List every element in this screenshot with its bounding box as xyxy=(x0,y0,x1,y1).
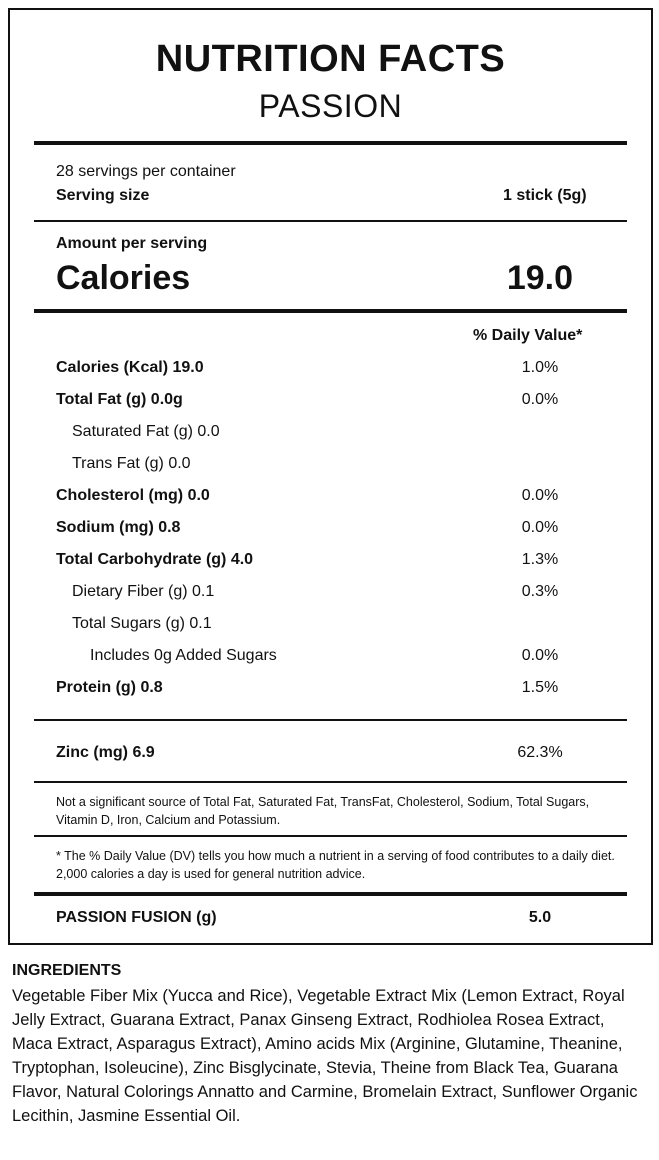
not-significant-note: Not a significant source of Total Fat, S… xyxy=(56,795,590,827)
nutrient-label: Includes 0g Added Sugars xyxy=(90,647,277,664)
serving-size-label: Serving size xyxy=(56,187,150,204)
fusion-value: 5.0 xyxy=(528,909,552,926)
nutrient-label: Sodium (mg) 0.8 xyxy=(56,519,181,536)
nutrient-label: Dietary Fiber (g) 0.1 xyxy=(72,583,215,600)
daily-value-footnote: * The % Daily Value (DV) tells you how m… xyxy=(56,849,615,881)
panel-title: NUTRITION FACTS xyxy=(155,38,506,80)
nutrient-label: Trans Fat (g) 0.0 xyxy=(72,455,191,472)
fusion-label: PASSION FUSION (g) xyxy=(56,909,217,926)
divider-thick xyxy=(34,309,627,313)
nutrient-dv: 0.0% xyxy=(521,391,559,408)
zinc-dv: 62.3% xyxy=(517,744,563,761)
servings-per-container: 28 servings per container xyxy=(56,163,236,180)
nutrient-dv: 0.0% xyxy=(521,487,559,504)
calories-label: Calories xyxy=(56,259,191,297)
nutrient-dv: 1.0% xyxy=(521,359,559,376)
nutrient-label: Total Carbohydrate (g) 4.0 xyxy=(56,551,254,568)
nutrient-dv: 0.0% xyxy=(521,647,559,664)
ingredients-heading: INGREDIENTS xyxy=(12,962,122,979)
nutrient-label: Protein (g) 0.8 xyxy=(56,679,163,696)
nutrient-label: Saturated Fat (g) 0.0 xyxy=(72,423,220,440)
divider xyxy=(34,781,627,783)
calories-value: 19.0 xyxy=(506,259,573,297)
divider-thick xyxy=(34,141,627,145)
nutrition-facts-panel: NUTRITION FACTS PASSION 28 servings per … xyxy=(8,8,653,945)
nutrient-dv: 0.3% xyxy=(521,583,559,600)
product-name: PASSION xyxy=(258,88,403,124)
daily-value-header: % Daily Value* xyxy=(473,327,583,344)
nutrient-dv: 1.3% xyxy=(521,551,559,568)
divider xyxy=(34,835,627,837)
divider xyxy=(34,220,627,222)
amount-per-serving: Amount per serving xyxy=(56,235,208,252)
nutrient-dv: 0.0% xyxy=(521,519,559,536)
nutrient-label: Calories (Kcal) 19.0 xyxy=(56,359,204,376)
nutrient-label: Total Fat (g) 0.0g xyxy=(56,391,183,408)
nutrient-dv: 1.5% xyxy=(521,679,559,696)
nutrient-label: Total Sugars (g) 0.1 xyxy=(72,615,212,632)
divider xyxy=(34,719,627,721)
serving-size-value: 1 stick (5g) xyxy=(503,187,587,204)
divider-thick xyxy=(34,892,627,896)
nutrient-label: Cholesterol (mg) 0.0 xyxy=(56,487,210,504)
ingredients-text: Vegetable Fiber Mix (Yucca and Rice), Ve… xyxy=(12,987,638,1125)
zinc-label: Zinc (mg) 6.9 xyxy=(56,744,155,761)
